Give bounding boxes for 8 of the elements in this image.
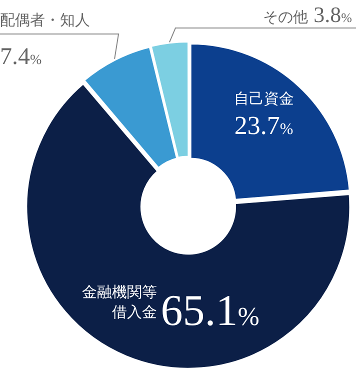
data-label: 65.1% bbox=[160, 286, 260, 335]
data-label: 7.4% bbox=[0, 44, 42, 70]
slice-label: その他 bbox=[262, 8, 308, 26]
slice-label: 配偶者・知人 bbox=[0, 11, 90, 29]
data-label: 23.7% bbox=[234, 110, 294, 140]
slice-label: 自己資金 bbox=[234, 90, 294, 108]
slice-label: 金融機関等借入金 bbox=[82, 282, 157, 321]
data-label: 3.8% bbox=[314, 2, 352, 27]
